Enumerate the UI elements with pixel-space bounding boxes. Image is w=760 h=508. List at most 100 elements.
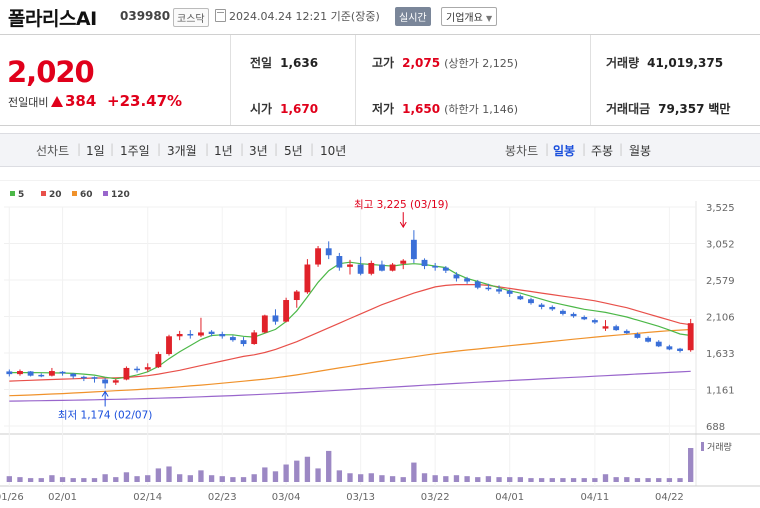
candle-body [166, 336, 172, 355]
candle-body [570, 313, 577, 317]
candle-body [176, 333, 183, 337]
stock-header: 폴라리스AI 039980 코스닥 2024.04.24 12:21 기준(장중… [0, 0, 760, 32]
y-tick-label: 3,052 [706, 240, 735, 251]
candle-body [634, 333, 641, 338]
realtime-button[interactable]: 실시간 [395, 7, 431, 26]
legend-swatch [103, 191, 108, 196]
candle-body [581, 317, 588, 320]
tab-3year[interactable]: 3년 [249, 144, 268, 158]
volume-bar [6, 476, 12, 482]
volume-bar [560, 478, 566, 482]
tab-3month[interactable]: 3개월 [167, 144, 197, 158]
volume-bar [326, 450, 332, 482]
candle-body [400, 260, 407, 264]
tab-1week[interactable]: 1주일 [120, 144, 150, 158]
legend-label: 20 [49, 190, 62, 200]
tab-1day[interactable]: 1일 [86, 144, 105, 158]
high-price: 고가 2,075 (상한가 2,125) [372, 54, 518, 71]
candle-body [304, 264, 311, 293]
volume: 거래량 41,019,375 [606, 54, 723, 71]
candle-body [134, 368, 141, 371]
candle-body [293, 291, 300, 301]
legend-label: 60 [80, 190, 93, 200]
legend-swatch [72, 191, 77, 196]
candle-body [379, 264, 385, 271]
candle-chart-label[interactable]: 봉차트 [505, 144, 539, 158]
moving-average-line [9, 370, 691, 402]
candle-body [229, 337, 236, 341]
tab-5year[interactable]: 5년 [284, 144, 303, 158]
corp-info-button[interactable]: 기업개요 ▼ [441, 7, 498, 26]
candle-body [645, 337, 652, 342]
volume-bar [70, 478, 76, 482]
low-annotation: 최저 1,174 (02/07) [58, 409, 153, 421]
tab-1year[interactable]: 1년 [214, 144, 233, 158]
candle-body [421, 259, 428, 267]
volume-bar [528, 478, 534, 482]
divider [590, 35, 591, 125]
volume-bar [624, 477, 630, 482]
volume-bar [379, 475, 385, 482]
candle-body [48, 371, 55, 376]
volume-bar [677, 478, 683, 482]
y-tick-label: 1,161 [706, 385, 735, 396]
volume-bar [134, 476, 140, 482]
tab-monthly[interactable]: 월봉 [629, 144, 652, 158]
chevron-down-icon: ▼ [486, 14, 493, 23]
tab-daily[interactable]: 일봉 [553, 144, 576, 158]
candle-body [687, 323, 694, 351]
open-label: 시가 [250, 102, 273, 116]
volume-bar [336, 470, 343, 482]
candle-body [27, 371, 34, 376]
candle-body [155, 354, 162, 368]
change-label: 전일대비 [8, 96, 49, 109]
volume-bar [240, 477, 247, 482]
candle-body [517, 296, 524, 300]
volume-bar [549, 478, 555, 482]
volume-bar [496, 477, 502, 482]
volume-bar [645, 478, 651, 482]
candle-body [549, 306, 556, 310]
candle-body [240, 340, 247, 345]
candle-body [528, 299, 534, 304]
candle-body [187, 333, 194, 336]
volume-bar [17, 477, 23, 482]
candle-body [368, 262, 375, 274]
line-chart-label[interactable]: 선차트 [36, 144, 70, 158]
volume-bar [198, 470, 204, 482]
moving-average-line [9, 328, 691, 397]
x-tick-label: 02/01 [48, 492, 77, 503]
volume-bar [123, 472, 130, 482]
lower-limit: (하한가 1,146) [444, 103, 518, 116]
tab-10year[interactable]: 10년 [320, 144, 347, 158]
candle-body [315, 248, 321, 265]
trade-amount: 거래대금 79,357 백만 [606, 100, 730, 117]
legend-label: 120 [111, 190, 130, 200]
volume-bar [59, 477, 66, 482]
prev-close: 전일 1,636 [250, 54, 318, 71]
volume-bar [656, 478, 662, 482]
x-tick-label: 04/22 [655, 492, 684, 503]
volume-bar [145, 475, 151, 482]
candle-body [251, 332, 258, 345]
candle-body [59, 371, 66, 374]
volume-bar [49, 475, 55, 482]
volume-bar [219, 476, 225, 482]
low-value: 1,650 [402, 102, 441, 116]
volume-bar [538, 478, 545, 482]
change-percent: +23.47% [107, 92, 183, 110]
y-tick-label: 1,633 [706, 349, 735, 360]
up-triangle-icon [51, 96, 63, 107]
candle-body [208, 331, 215, 334]
volume-bar [411, 462, 417, 482]
volume-bar [294, 460, 300, 482]
candle-body [591, 320, 598, 323]
high-arrow-head [399, 221, 407, 229]
candle-body [283, 300, 290, 322]
volume-bar [230, 477, 236, 482]
candle-body [453, 274, 460, 279]
tab-weekly[interactable]: 주봉 [591, 144, 614, 158]
candle-body [357, 264, 364, 274]
amount-unit: 백만 [708, 102, 731, 116]
legend-swatch [41, 191, 46, 196]
